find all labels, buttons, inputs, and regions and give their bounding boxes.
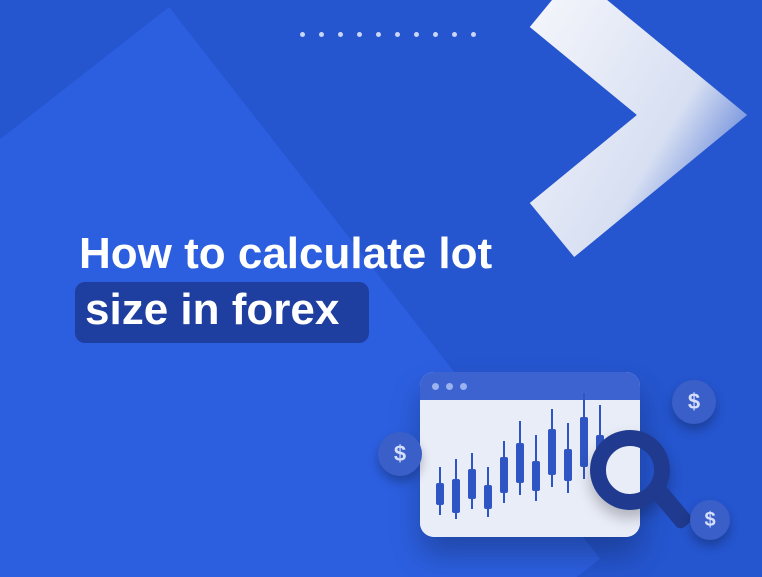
decorative-dot-row xyxy=(300,32,476,37)
dot-icon xyxy=(471,32,476,37)
dot-icon xyxy=(395,32,400,37)
magnifier-handle xyxy=(649,483,694,531)
dot-icon xyxy=(376,32,381,37)
heading-line-2: size in forex xyxy=(85,285,339,334)
dot-icon xyxy=(357,32,362,37)
window-dot-icon xyxy=(432,383,439,390)
dollar-coin-icon: $ xyxy=(690,500,730,540)
chevron-top-right-icon xyxy=(492,0,762,270)
infographic-canvas: How to calculate lot size in forex $ $ $ xyxy=(0,0,762,577)
chart-card-tabbar xyxy=(420,372,640,400)
window-dot-icon xyxy=(446,383,453,390)
heading-highlight: size in forex xyxy=(75,282,369,342)
dot-icon xyxy=(452,32,457,37)
heading-line-1: How to calculate lot xyxy=(75,230,500,280)
dot-icon xyxy=(319,32,324,37)
dollar-coin-icon: $ xyxy=(672,380,716,424)
dot-icon xyxy=(338,32,343,37)
dollar-coin-icon: $ xyxy=(378,432,422,476)
dot-icon xyxy=(414,32,419,37)
dot-icon xyxy=(300,32,305,37)
heading: How to calculate lot size in forex xyxy=(75,230,500,343)
window-dot-icon xyxy=(460,383,467,390)
dot-icon xyxy=(433,32,438,37)
